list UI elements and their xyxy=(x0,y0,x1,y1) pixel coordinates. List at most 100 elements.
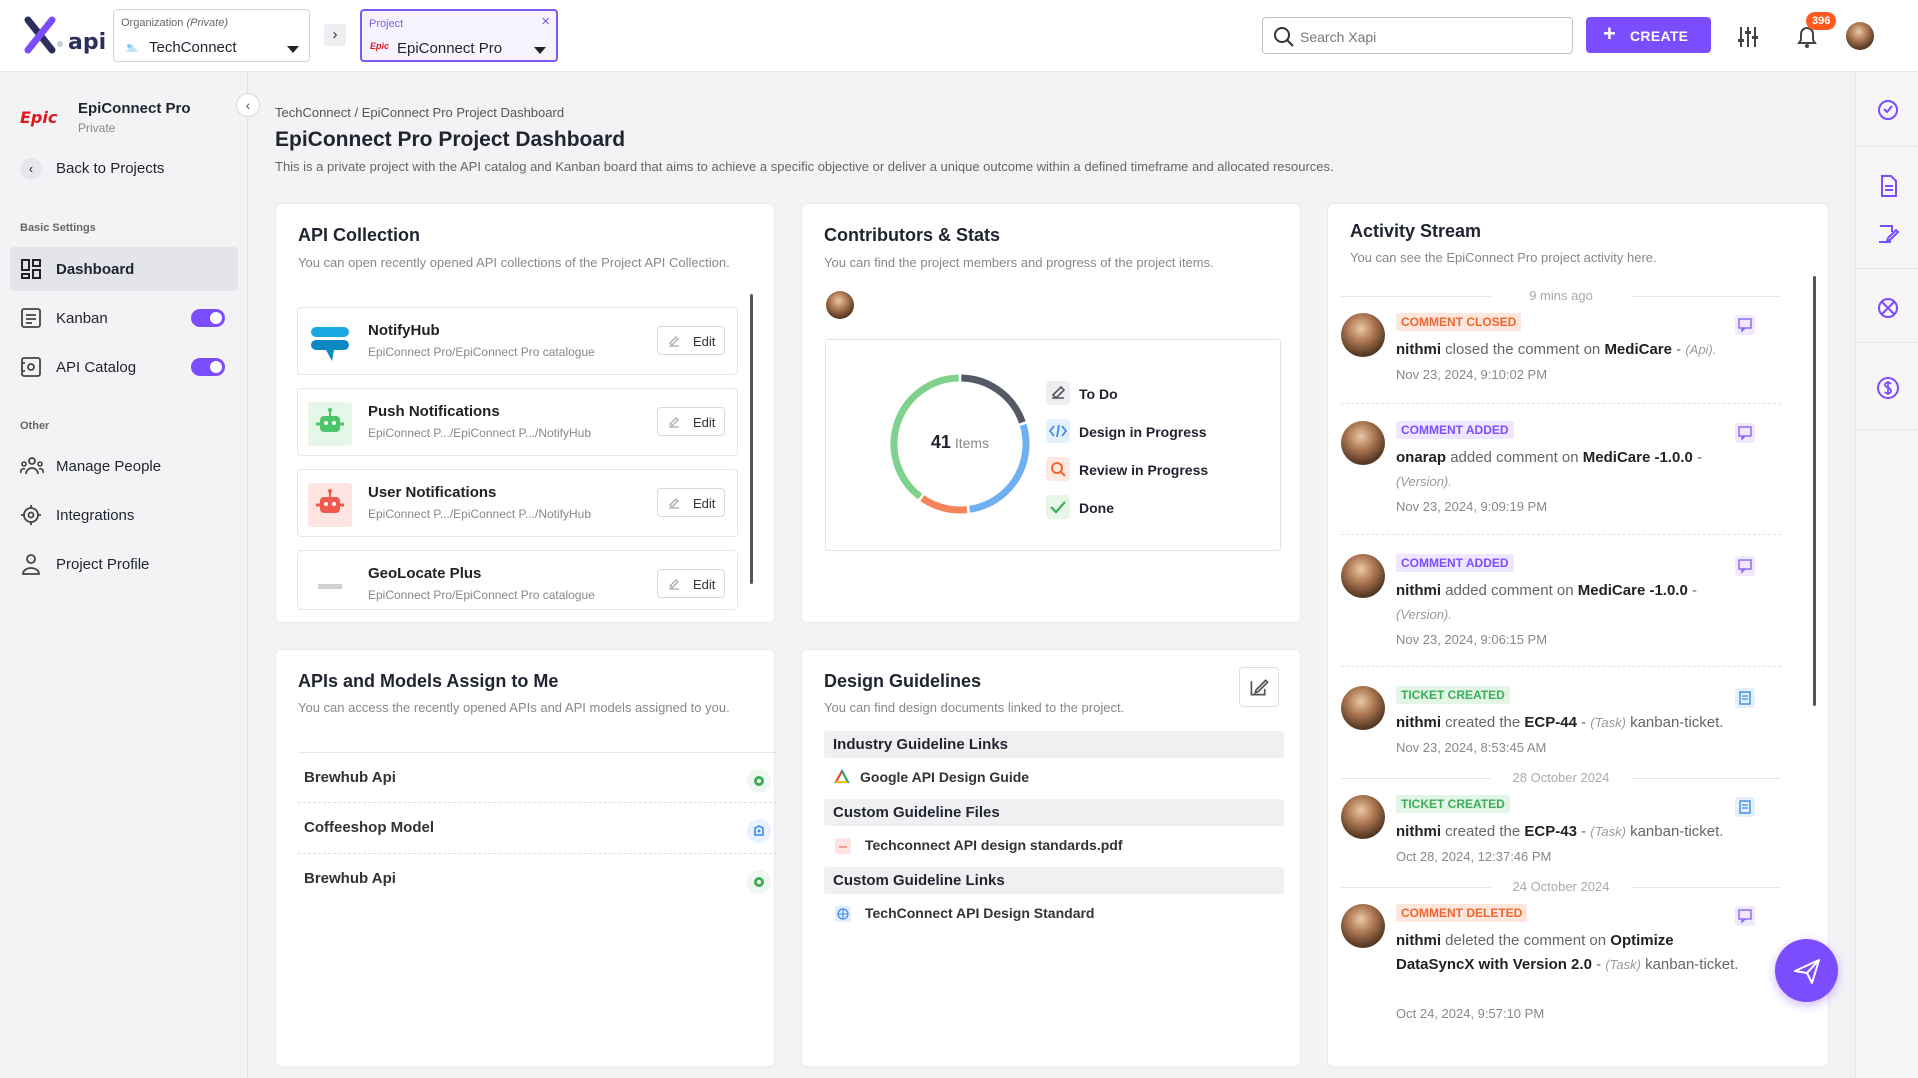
sync-icon[interactable] xyxy=(1876,98,1900,122)
contributors-title: Contributors & Stats xyxy=(824,225,1001,245)
api-item-path: EpiConnect P.../EpiConnect P.../NotifyHu… xyxy=(368,426,592,440)
activity-action: added comment on xyxy=(1445,582,1574,599)
robot-green-icon xyxy=(308,402,352,446)
api-catalog-toggle[interactable] xyxy=(191,358,225,376)
guideline-file[interactable]: Techconnect API design standards.pdf xyxy=(834,837,1122,858)
avatar xyxy=(1341,795,1385,839)
breadcrumb-arrow-button[interactable]: › xyxy=(324,24,346,46)
api-item-name: GeoLocate Plus xyxy=(368,565,482,582)
avatar xyxy=(1341,421,1385,465)
api-item-path: EpiConnect P.../EpiConnect P.../NotifyHu… xyxy=(368,507,592,521)
activity-tail: kanban-ticket. xyxy=(1630,823,1724,840)
day-separator: 24 October 2024 xyxy=(1341,879,1781,894)
code-icon xyxy=(1046,419,1070,443)
section-basic-settings: Basic Settings xyxy=(20,222,96,234)
project-value: EpiConnect Pro xyxy=(397,40,503,57)
api-item-geolocate-plus[interactable]: GeoLocate Plus EpiConnect Pro/EpiConnect… xyxy=(297,550,738,610)
kanban-icon xyxy=(21,308,41,328)
assigned-item[interactable]: Brewhub Api xyxy=(298,752,777,803)
edit-guidelines-button[interactable] xyxy=(1239,667,1279,707)
status-badge: TICKET CREATED xyxy=(1396,686,1510,704)
day-separator: 9 mins ago xyxy=(1341,288,1781,303)
project-select[interactable]: Project × Epic EpiConnect Pro xyxy=(360,9,558,62)
create-button[interactable]: + CREATE xyxy=(1586,17,1711,53)
back-to-projects-link[interactable]: ‹ Back to Projects xyxy=(20,158,164,180)
sidebar-item-label: Project Profile xyxy=(56,556,150,573)
kanban-toggle[interactable] xyxy=(191,309,225,327)
org-label: Organization xyxy=(121,17,184,29)
api-gear-icon xyxy=(747,769,771,793)
activity-tail: kanban-ticket. xyxy=(1645,956,1739,973)
org-value: TechConnect xyxy=(149,39,237,56)
guideline-link[interactable]: TechConnect API Design Standard xyxy=(834,905,1094,926)
status-badge: TICKET CREATED xyxy=(1396,795,1510,813)
chevron-left-icon: ‹ xyxy=(20,158,42,180)
search-input[interactable]: Search Xapi xyxy=(1262,17,1573,54)
api-item-push-notifications[interactable]: Push Notifications EpiConnect P.../EpiCo… xyxy=(297,388,738,456)
activity-action: deleted the comment on xyxy=(1445,932,1607,949)
notification-badge: 396 xyxy=(1806,12,1837,30)
status-badge: COMMENT CLOSED xyxy=(1396,313,1522,331)
close-icon[interactable]: × xyxy=(541,13,550,30)
notifyhub-icon xyxy=(311,327,349,361)
search-icon xyxy=(1274,27,1294,47)
sidebar-item-integrations[interactable]: Integrations xyxy=(10,493,238,537)
sidebar-item-api-catalog[interactable]: API Catalog xyxy=(10,345,238,389)
api-item-user-notifications[interactable]: User Notifications EpiConnect P.../EpiCo… xyxy=(297,469,738,537)
geolocate-icon xyxy=(318,584,342,589)
activity-action: closed the comment on xyxy=(1445,341,1601,358)
guideline-link-label: Google API Design Guide xyxy=(860,769,1030,785)
contributor-avatar[interactable] xyxy=(826,291,854,319)
organization-select[interactable]: Organization (Private) TechConnect xyxy=(113,9,310,62)
logo-text: api xyxy=(68,30,107,55)
document-icon[interactable] xyxy=(1876,174,1900,198)
sidebar-item-manage-people[interactable]: Manage People xyxy=(10,444,238,488)
guideline-link[interactable]: Google API Design Guide xyxy=(834,768,1029,788)
divider xyxy=(1341,666,1781,667)
activity-timestamp: Oct 28, 2024, 12:37:46 PM xyxy=(1396,849,1552,864)
section-other: Other xyxy=(20,420,50,432)
edit-button[interactable]: Edit xyxy=(657,407,725,436)
globe-icon xyxy=(835,906,851,922)
api-item-notifyhub[interactable]: NotifyHub EpiConnect Pro/EpiConnect Pro … xyxy=(297,307,738,375)
activity-user: nithmi xyxy=(1396,932,1441,949)
donut-segment-2 xyxy=(920,495,968,514)
edit-button[interactable]: Edit xyxy=(657,326,725,355)
scrollbar[interactable] xyxy=(1813,276,1816,706)
assistant-fab-button[interactable] xyxy=(1775,939,1838,1002)
api-item-name: Push Notifications xyxy=(368,403,500,420)
edit-button[interactable]: Edit xyxy=(657,569,725,598)
api-item-path: EpiConnect Pro/EpiConnect Pro catalogue xyxy=(368,588,595,602)
sidebar-item-kanban[interactable]: Kanban xyxy=(10,296,238,340)
page-description: This is a private project with the API c… xyxy=(275,159,1334,174)
legend-label: Review in Progress xyxy=(1079,462,1209,478)
total-items-count: 41 xyxy=(930,432,951,452)
network-icon[interactable] xyxy=(1876,296,1900,320)
collapse-sidebar-button[interactable]: ‹ xyxy=(236,93,260,117)
project-logo: Epic xyxy=(20,108,58,127)
divider xyxy=(1856,342,1918,343)
sidebar-item-label: Manage People xyxy=(56,458,162,475)
edit-icon xyxy=(669,579,679,590)
api-gear-icon xyxy=(747,870,771,894)
assigned-item[interactable]: Coffeeshop Model xyxy=(298,803,777,854)
activity-user: nithmi xyxy=(1396,582,1441,599)
activity-target: MediCare xyxy=(1604,341,1672,358)
scrollbar[interactable] xyxy=(750,294,753,584)
user-avatar[interactable] xyxy=(1846,22,1874,50)
guidelines-title: Design Guidelines xyxy=(824,671,982,691)
bell-icon[interactable] xyxy=(1795,24,1819,50)
settings-sliders-icon[interactable] xyxy=(1736,25,1760,49)
assigned-item[interactable]: Brewhub Api xyxy=(298,854,777,905)
total-items-label: Items xyxy=(954,435,990,451)
dollar-icon[interactable] xyxy=(1876,376,1900,400)
edit-button[interactable]: Edit xyxy=(657,488,725,517)
sidebar-item-project-profile[interactable]: Project Profile xyxy=(10,542,238,586)
sidebar-item-dashboard[interactable]: Dashboard xyxy=(10,247,238,291)
activity-timestamp: Oct 24, 2024, 9:57:10 PM xyxy=(1396,1006,1545,1021)
robot-red-icon xyxy=(308,483,352,527)
sidebar-item-label: Integrations xyxy=(56,507,135,524)
xapi-logo[interactable] xyxy=(24,16,96,54)
divider xyxy=(1856,429,1918,430)
edit-note-icon[interactable] xyxy=(1876,222,1900,246)
